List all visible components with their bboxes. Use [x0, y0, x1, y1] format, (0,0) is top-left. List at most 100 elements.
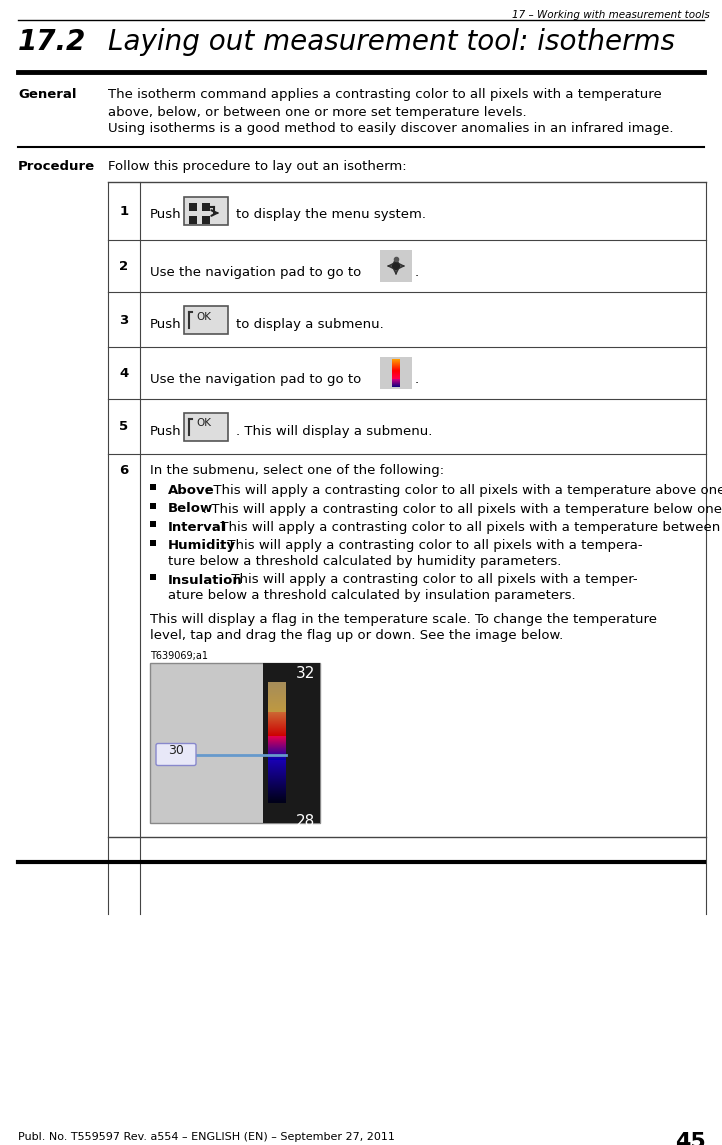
Bar	[268, 688, 286, 689]
Bar	[150, 521, 156, 527]
Text: .: .	[415, 373, 419, 386]
Bar	[268, 785, 286, 787]
Bar	[150, 663, 320, 822]
Text: to display a submenu.: to display a submenu.	[236, 318, 384, 331]
Text: 17.2: 17.2	[18, 27, 86, 56]
Bar	[268, 793, 286, 795]
Bar	[268, 755, 286, 757]
Bar	[268, 684, 286, 686]
Bar	[268, 690, 286, 693]
Bar	[268, 706, 286, 709]
Bar	[380, 250, 412, 282]
Bar	[268, 744, 286, 745]
Bar	[268, 739, 286, 740]
Bar	[268, 768, 286, 769]
Bar	[268, 728, 286, 729]
Bar	[202, 216, 210, 224]
Bar	[268, 795, 286, 797]
Text: Below: Below	[168, 503, 213, 515]
Bar	[268, 706, 286, 708]
Polygon shape	[391, 261, 401, 271]
Bar	[268, 774, 286, 775]
Bar	[268, 761, 286, 763]
Bar	[268, 687, 286, 688]
Bar	[268, 747, 286, 748]
Bar	[268, 741, 286, 742]
Bar	[268, 793, 286, 796]
Bar	[268, 790, 286, 791]
Bar	[268, 731, 286, 733]
Text: ature below a threshold calculated by insulation parameters.: ature below a threshold calculated by in…	[168, 589, 575, 602]
Bar	[268, 787, 286, 789]
Bar	[268, 692, 286, 694]
Bar	[268, 714, 286, 717]
Bar	[268, 734, 286, 735]
Bar	[268, 737, 286, 739]
Bar	[268, 743, 286, 744]
Bar	[268, 767, 286, 768]
Bar	[268, 725, 286, 726]
Bar	[268, 788, 286, 790]
Bar	[268, 763, 286, 764]
Bar	[268, 709, 286, 711]
Bar	[268, 735, 286, 736]
Bar	[268, 722, 286, 725]
Text: In the submenu, select one of the following:: In the submenu, select one of the follow…	[150, 464, 444, 477]
Bar	[268, 742, 286, 743]
Bar	[268, 783, 286, 784]
Text: 3: 3	[119, 314, 129, 326]
Bar	[380, 357, 412, 389]
Bar	[150, 539, 156, 545]
Text: The isotherm command applies a contrasting color to all pixels with a temperatur: The isotherm command applies a contrasti…	[108, 88, 662, 119]
Bar	[268, 689, 286, 690]
Bar	[268, 722, 286, 724]
Bar	[268, 745, 286, 747]
Bar	[268, 718, 286, 719]
Bar	[268, 704, 286, 705]
Bar	[268, 733, 286, 734]
FancyBboxPatch shape	[156, 743, 196, 766]
Bar	[263, 663, 320, 822]
Text: 28: 28	[296, 814, 315, 829]
Bar	[268, 784, 286, 785]
Text: to display the menu system.: to display the menu system.	[236, 208, 426, 221]
Text: Insulation: Insulation	[168, 574, 243, 586]
Bar	[268, 764, 286, 766]
Bar	[202, 203, 210, 211]
Bar	[268, 748, 286, 750]
Bar	[268, 726, 286, 727]
Bar	[268, 792, 286, 793]
Bar	[268, 719, 286, 720]
Text: 30: 30	[168, 744, 184, 758]
Bar	[268, 698, 286, 701]
Text: ture below a threshold calculated by humidity parameters.: ture below a threshold calculated by hum…	[168, 555, 562, 568]
Bar	[268, 797, 286, 798]
Text: Use the navigation pad to go to: Use the navigation pad to go to	[150, 266, 361, 279]
Bar	[268, 791, 286, 792]
Bar	[268, 736, 286, 737]
Bar	[268, 727, 286, 728]
Bar	[268, 771, 286, 773]
Bar	[268, 747, 286, 749]
Text: . This will display a submenu.: . This will display a submenu.	[236, 425, 432, 439]
Text: 2: 2	[119, 260, 129, 273]
Bar	[268, 755, 286, 756]
Bar	[268, 765, 286, 766]
Bar	[268, 702, 286, 703]
Text: OK: OK	[196, 311, 211, 322]
Bar	[268, 789, 286, 790]
Text: 6: 6	[119, 464, 129, 477]
Bar	[268, 696, 286, 697]
Bar	[268, 724, 286, 726]
Bar	[268, 685, 286, 687]
Bar	[268, 777, 286, 780]
Bar	[268, 763, 286, 765]
Bar	[268, 740, 286, 742]
Text: This will display a flag in the temperature scale. To change the temperature: This will display a flag in the temperat…	[150, 614, 657, 626]
Bar	[268, 780, 286, 782]
Bar	[268, 729, 286, 731]
Bar	[268, 769, 286, 771]
Text: Publ. No. T559597 Rev. a554 – ENGLISH (EN) – September 27, 2011: Publ. No. T559597 Rev. a554 – ENGLISH (E…	[18, 1132, 395, 1142]
Bar	[268, 739, 286, 741]
Text: Follow this procedure to lay out an isotherm:: Follow this procedure to lay out an isot…	[108, 160, 406, 173]
